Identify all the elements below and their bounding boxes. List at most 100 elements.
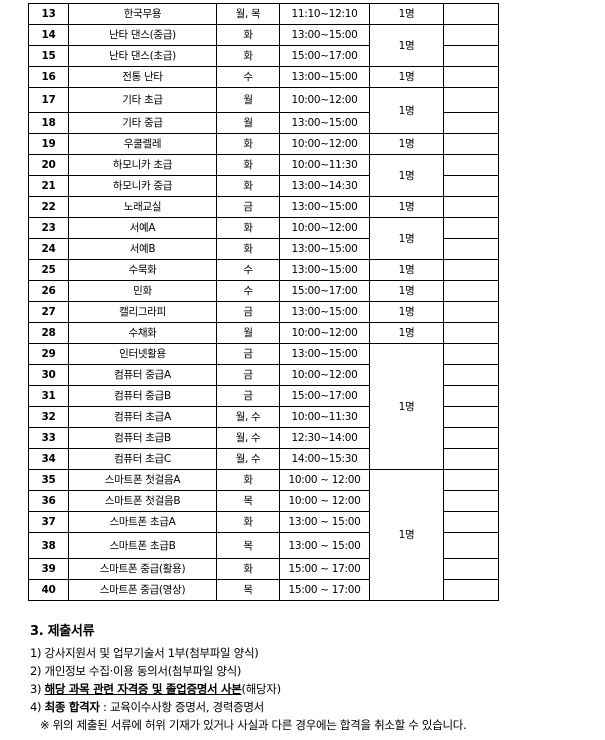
course-time: 13:00~15:00: [279, 112, 370, 134]
document-item-2: 2) 개인정보 수집·이용 동의서(첨부파일 양식): [30, 664, 242, 678]
course-time: 13:00~15:00: [279, 196, 370, 218]
item-emphasis: 해당 과목 관련 자격증 및 졸업증명서 사본: [44, 682, 242, 696]
table-row: 36 스마트폰 첫걸음B 목 10:00 ~ 12:00: [28, 490, 499, 512]
table-row: 27 캘리그라피 금 13:00~15:00 1명: [28, 301, 499, 323]
course-day: 화: [216, 238, 280, 260]
course-time: 14:00~15:30: [279, 448, 370, 470]
course-time: 10:00~11:30: [279, 154, 370, 176]
remarks-cell: [443, 448, 499, 470]
course-time: 13:00~15:00: [279, 238, 370, 260]
remarks-cell: [443, 511, 499, 533]
course-time: 13:00~15:00: [279, 259, 370, 281]
course-name: 컴퓨터 초급C: [68, 448, 217, 470]
course-name: 민화: [68, 280, 217, 302]
row-number: 33: [28, 427, 69, 449]
course-time: 11:10~12:10: [279, 3, 370, 25]
headcount-cell: 1명: [369, 3, 444, 25]
course-day: 목: [216, 490, 280, 512]
remarks-cell: [443, 133, 499, 155]
row-number: 25: [28, 259, 69, 281]
warning-note: ※ 위의 제출된 서류에 허위 기재가 있거나 사실과 다른 경우에는 합격을 …: [40, 718, 467, 732]
remarks-cell: [443, 24, 499, 46]
remarks-cell: [443, 558, 499, 580]
row-number: 21: [28, 175, 69, 197]
course-day: 화: [216, 469, 280, 491]
headcount-cell: 1명: [369, 87, 444, 134]
table-row: 40 스마트폰 중급(영상) 목 15:00 ~ 17:00: [28, 579, 499, 601]
row-number: 16: [28, 66, 69, 88]
course-name: 컴퓨터 중급B: [68, 385, 217, 407]
remarks-cell: [443, 364, 499, 386]
course-time: 10:00~12:00: [279, 87, 370, 113]
row-number: 19: [28, 133, 69, 155]
table-row: 37 스마트폰 초급A 화 13:00 ~ 15:00: [28, 511, 499, 533]
course-name: 컴퓨터 초급A: [68, 406, 217, 428]
row-number: 38: [28, 532, 69, 559]
table-row: 28 수채화 월 10:00~12:00 1명: [28, 322, 499, 344]
course-time: 15:00~17:00: [279, 280, 370, 302]
course-name: 기타 초급: [68, 87, 217, 113]
course-name: 노래교실: [68, 196, 217, 218]
course-name: 전통 난타: [68, 66, 217, 88]
item-emphasis: 최종 합격자: [44, 700, 100, 714]
document-item-3: 3) 해당 과목 관련 자격증 및 졸업증명서 사본(해당자): [30, 680, 466, 698]
table-row: 13 한국무용 월, 목 11:10~12:10 1명: [28, 3, 499, 25]
row-number: 39: [28, 558, 69, 580]
course-time: 13:00~15:00: [279, 24, 370, 46]
course-name: 인터넷활용: [68, 343, 217, 365]
remarks-cell: [443, 343, 499, 365]
course-time: 10:00~12:00: [279, 133, 370, 155]
course-day: 월: [216, 112, 280, 134]
remarks-cell: [443, 322, 499, 344]
row-number: 18: [28, 112, 69, 134]
table-row: 18 기타 중급 월 13:00~15:00: [28, 112, 499, 134]
remarks-cell: [443, 280, 499, 302]
remarks-cell: [443, 385, 499, 407]
item-prefix: 3): [30, 682, 45, 696]
course-name: 스마트폰 중급(영상): [68, 579, 217, 601]
course-name: 스마트폰 첫걸음A: [68, 469, 217, 491]
headcount-cell: 1명: [369, 322, 444, 344]
row-number: 31: [28, 385, 69, 407]
course-day: 월: [216, 87, 280, 113]
course-day: 금: [216, 301, 280, 323]
course-time: 13:00~14:30: [279, 175, 370, 197]
table-row: 23 서예A 화 10:00~12:00 1명: [28, 217, 499, 260]
remarks-cell: [443, 532, 499, 559]
course-day: 화: [216, 217, 280, 239]
remarks-cell: [443, 259, 499, 281]
row-number: 26: [28, 280, 69, 302]
course-time: 13:00 ~ 15:00: [279, 511, 370, 533]
course-day: 월, 수: [216, 406, 280, 428]
course-day: 월: [216, 322, 280, 344]
course-day: 화: [216, 511, 280, 533]
course-name: 하모니카 초급: [68, 154, 217, 176]
course-time: 15:00~17:00: [279, 45, 370, 67]
course-name: 한국무용: [68, 3, 217, 25]
course-name: 수묵화: [68, 259, 217, 281]
course-time: 10:00~11:30: [279, 406, 370, 428]
submission-documents-section: 3. 제출서류 1) 강사지원서 및 업무기술서 1부(첨부파일 양식) 2) …: [30, 620, 467, 734]
row-number: 32: [28, 406, 69, 428]
remarks-cell: [443, 301, 499, 323]
course-time: 10:00~12:00: [279, 217, 370, 239]
section-title: 3. 제출서류: [30, 624, 95, 639]
row-number: 27: [28, 301, 69, 323]
course-day: 수: [216, 259, 280, 281]
row-number: 37: [28, 511, 69, 533]
row-number: 15: [28, 45, 69, 67]
row-number: 20: [28, 154, 69, 176]
instructor-recruitment-table: 13 한국무용 월, 목 11:10~12:10 1명 14 난타 댄스(중급) 화 13:00…: [28, 3, 499, 601]
row-number: 40: [28, 579, 69, 601]
item-prefix: 4): [30, 700, 45, 714]
row-number: 28: [28, 322, 69, 344]
headcount-cell: 1명: [369, 301, 444, 323]
course-day: 목: [216, 579, 280, 601]
headcount-cell: 1명: [369, 196, 444, 218]
headcount-cell: 1명: [369, 24, 444, 67]
course-day: 화: [216, 45, 280, 67]
row-number: 35: [28, 469, 69, 491]
item-suffix: : 교육이수사항 증명서, 경력증명서: [99, 700, 264, 714]
table-row: 14 난타 댄스(중급) 화 13:00~15:00 1명: [28, 24, 499, 67]
course-time: 12:30~14:00: [279, 427, 370, 449]
